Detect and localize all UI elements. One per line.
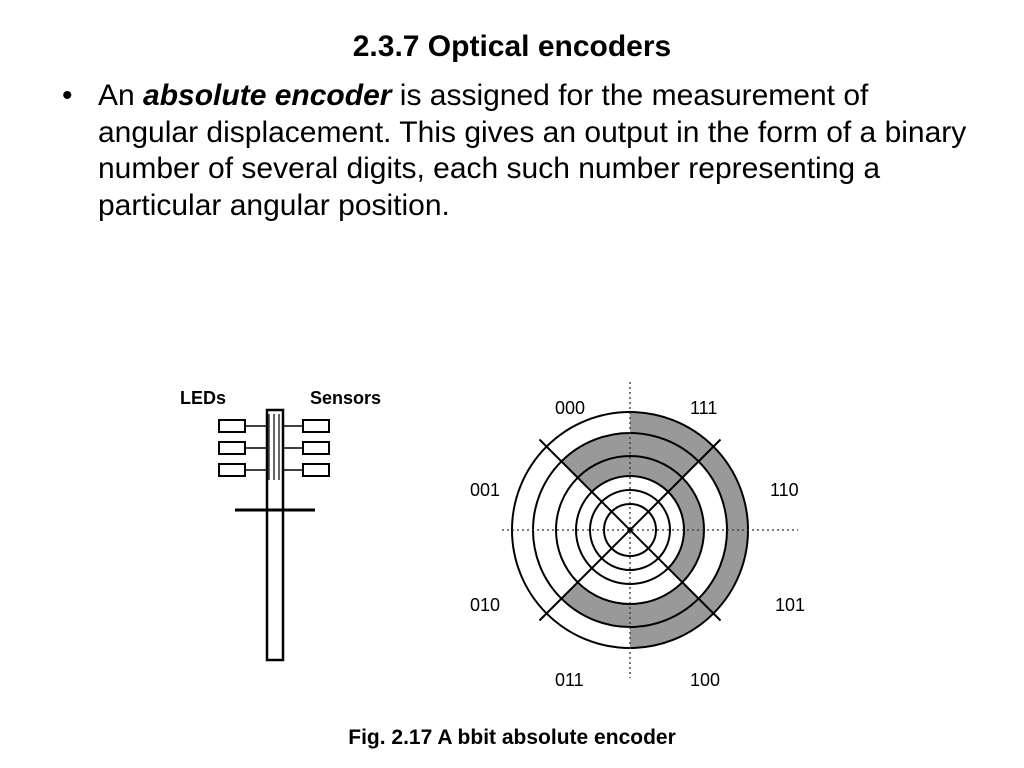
bullet-term: absolute encoder (143, 79, 391, 112)
bullet-text: An absolute encoder is assigned for the … (98, 78, 970, 224)
bullet-item: • An absolute encoder is assigned for th… (50, 78, 974, 224)
bullet-lead: An (98, 79, 143, 112)
encoder-disc-diagram (500, 380, 800, 680)
code-label: 001 (470, 480, 500, 501)
slide: 2.3.7 Optical encoders • An absolute enc… (0, 0, 1024, 768)
led-sensor-diagram (175, 380, 375, 680)
code-label: 100 (690, 670, 720, 691)
code-label: 111 (690, 398, 717, 419)
figure-area: LEDs Sensors 000111001110010101011100 (0, 380, 1024, 710)
figure-caption: Fig. 2.17 A bbit absolute encoder (0, 726, 1024, 750)
section-title: 2.3.7 Optical encoders (50, 30, 974, 64)
code-label: 000 (555, 398, 585, 419)
code-label: 101 (775, 595, 805, 616)
code-label: 010 (470, 595, 500, 616)
code-label: 011 (555, 670, 584, 691)
bullet-marker: • (54, 78, 98, 115)
code-label: 110 (770, 480, 799, 501)
